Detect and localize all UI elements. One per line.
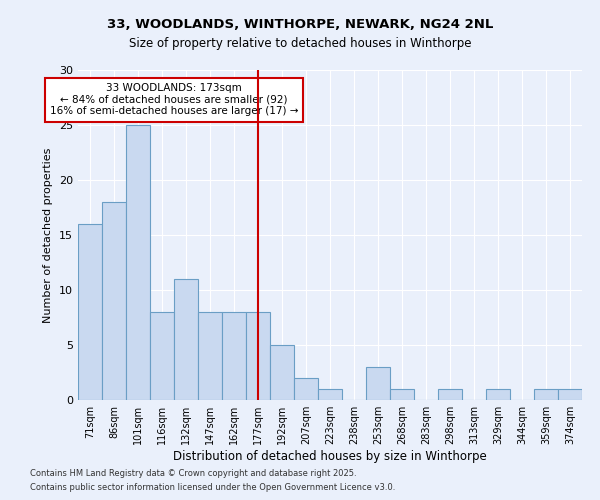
Bar xyxy=(150,312,174,400)
Bar xyxy=(558,389,582,400)
Bar xyxy=(222,312,246,400)
Bar xyxy=(438,389,462,400)
Bar xyxy=(390,389,414,400)
Text: Contains public sector information licensed under the Open Government Licence v3: Contains public sector information licen… xyxy=(30,484,395,492)
Bar xyxy=(534,389,558,400)
Bar xyxy=(198,312,222,400)
Text: Size of property relative to detached houses in Winthorpe: Size of property relative to detached ho… xyxy=(129,38,471,51)
Bar xyxy=(318,389,342,400)
X-axis label: Distribution of detached houses by size in Winthorpe: Distribution of detached houses by size … xyxy=(173,450,487,463)
Text: Contains HM Land Registry data © Crown copyright and database right 2025.: Contains HM Land Registry data © Crown c… xyxy=(30,468,356,477)
Bar xyxy=(270,345,294,400)
Bar xyxy=(294,378,318,400)
Bar xyxy=(174,279,198,400)
Text: 33 WOODLANDS: 173sqm
← 84% of detached houses are smaller (92)
16% of semi-detac: 33 WOODLANDS: 173sqm ← 84% of detached h… xyxy=(50,83,298,116)
Bar xyxy=(246,312,270,400)
Bar xyxy=(126,125,150,400)
Bar xyxy=(486,389,510,400)
Y-axis label: Number of detached properties: Number of detached properties xyxy=(43,148,53,322)
Bar xyxy=(78,224,102,400)
Bar xyxy=(366,367,390,400)
Text: 33, WOODLANDS, WINTHORPE, NEWARK, NG24 2NL: 33, WOODLANDS, WINTHORPE, NEWARK, NG24 2… xyxy=(107,18,493,30)
Bar xyxy=(102,202,126,400)
